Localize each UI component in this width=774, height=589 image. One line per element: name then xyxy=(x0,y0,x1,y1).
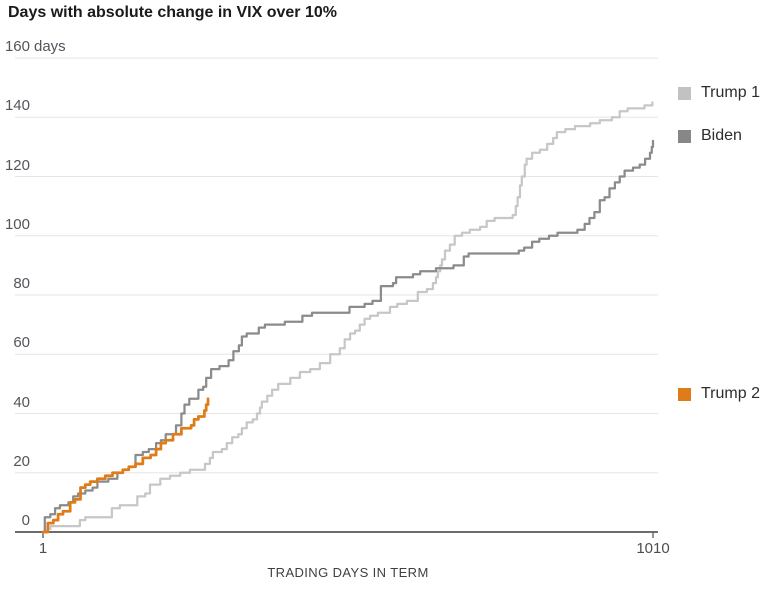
y-axis-unit-label: days xyxy=(34,38,66,55)
series-line-trump-1 xyxy=(41,101,654,534)
y-tick-label: 0 xyxy=(21,512,30,529)
legend-item-trump-1: Trump 1 xyxy=(678,84,760,102)
legend-swatch-trump-2 xyxy=(678,387,691,401)
x-axis-title: TRADING DAYS IN TERM xyxy=(267,565,429,580)
legend-label-trump-2: Trump 2 xyxy=(701,385,760,402)
series-line-trump-2 xyxy=(41,397,210,534)
y-tick-label: 100 xyxy=(4,215,30,233)
legend-label-biden: Biden xyxy=(701,127,742,144)
series-line-biden xyxy=(41,139,655,534)
legend-item-biden: Biden xyxy=(678,127,742,145)
legend-label-trump-1: Trump 1 xyxy=(701,84,760,101)
x-tick-label: 1010 xyxy=(636,540,670,557)
y-tick-label: 20 xyxy=(13,452,30,470)
y-tick-label: 60 xyxy=(13,334,30,352)
legend-item-trump-2: Trump 2 xyxy=(678,385,760,403)
y-tick-label: 40 xyxy=(13,393,30,411)
y-tick-label: 80 xyxy=(13,275,30,292)
legend-swatch-biden xyxy=(678,129,691,143)
chart-title: Days with absolute change in VIX over 10… xyxy=(8,4,337,21)
y-tick-label: 160 xyxy=(4,38,30,55)
legend-swatch-trump-1 xyxy=(678,86,691,100)
x-tick-label: 1 xyxy=(38,540,48,557)
y-tick-label: 120 xyxy=(4,156,30,174)
y-tick-label: 140 xyxy=(4,97,30,115)
